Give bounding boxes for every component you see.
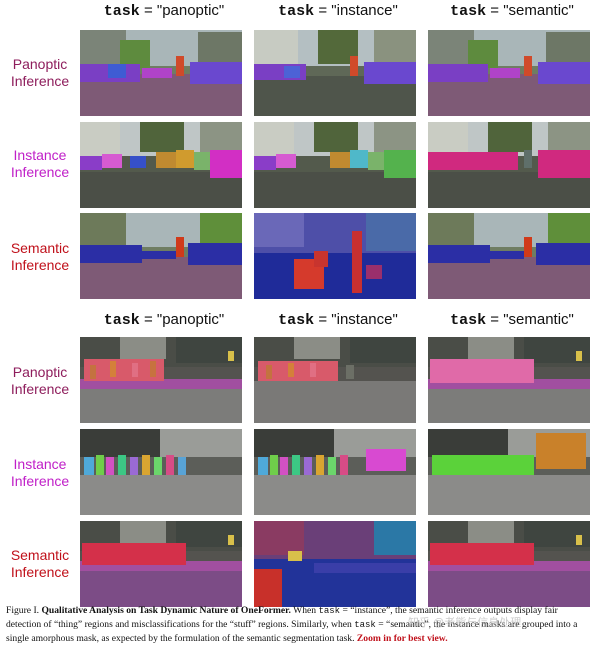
row-label-semantic-bottom: Semantic Inference	[0, 547, 80, 581]
row-label-semantic-top: Semantic Inference	[0, 240, 80, 274]
thumbnail-instance-task-instance-inference-1	[254, 122, 416, 208]
row-label-line-2: Inference	[10, 73, 70, 89]
row-label-line-1: Instance	[13, 456, 67, 472]
task-keyword: task	[450, 312, 487, 329]
thumbnail-panoptic-task-semantic-inference-2	[80, 521, 242, 607]
thumbnail-semantic-task-semantic-inference-1	[428, 213, 590, 299]
row-label-panoptic-bottom: Panoptic Inference	[0, 364, 80, 398]
task-keyword: task	[103, 312, 140, 329]
thumbnail-instance-task-semantic-inference-2	[254, 521, 416, 607]
task-value: = "instance"	[318, 2, 398, 19]
caption-text: = “instance”, the semantic inference out…	[6, 605, 558, 630]
row-label-line-1: Semantic	[10, 547, 70, 563]
thumbnail-panoptic-task-panoptic-inference-1	[80, 30, 242, 116]
row-label-line-2: Inference	[10, 257, 70, 273]
row-label-instance-bottom: Instance Inference	[0, 456, 80, 490]
thumbnail-panoptic-task-semantic-inference-1	[80, 213, 242, 299]
row-label-instance-top: Instance Inference	[0, 147, 80, 181]
caption-text: When	[293, 605, 317, 616]
column-header-instance-top: task = "instance"	[253, 2, 423, 20]
task-value: = "semantic"	[490, 2, 574, 19]
column-header-instance-bottom: task = "instance"	[253, 311, 423, 329]
row-label-line-2: Inference	[10, 473, 70, 489]
task-value: = "panoptic"	[143, 311, 225, 328]
row-label-line-2: Inference	[10, 381, 70, 397]
row-label-line-2: Inference	[10, 564, 70, 580]
row-label-line-1: Instance	[13, 147, 67, 163]
watermark: 知乎 @老熊与信息处理	[408, 617, 522, 629]
row-label-line-1: Semantic	[10, 240, 70, 256]
caption-code: task	[354, 620, 376, 630]
thumbnail-instance-task-panoptic-inference-1	[254, 30, 416, 116]
task-value: = "panoptic"	[143, 2, 225, 19]
task-keyword: task	[278, 312, 315, 329]
thumbnail-panoptic-task-panoptic-inference-2	[80, 337, 242, 423]
row-label-line-1: Panoptic	[12, 364, 68, 380]
column-header-semantic-bottom: task = "semantic"	[427, 311, 597, 329]
column-header-panoptic-bottom: task = "panoptic"	[79, 311, 249, 329]
figure-label: Figure I.	[6, 605, 40, 616]
thumbnail-panoptic-task-instance-inference-1	[80, 122, 242, 208]
caption-text: = “semantic”, the instance masks are gro…	[6, 619, 578, 644]
figure-title: Qualitative Analysis on Task Dynamic Nat…	[41, 605, 291, 616]
task-keyword: task	[278, 3, 315, 20]
thumbnail-semantic-task-panoptic-inference-1	[428, 30, 590, 116]
thumbnail-semantic-task-instance-inference-2	[428, 429, 590, 515]
thumbnail-instance-task-semantic-inference-1	[254, 213, 416, 299]
thumbnail-instance-task-instance-inference-2	[254, 429, 416, 515]
task-value: = "semantic"	[490, 311, 574, 328]
row-label-line-2: Inference	[10, 164, 70, 180]
thumbnail-instance-task-panoptic-inference-2	[254, 337, 416, 423]
column-header-semantic-top: task = "semantic"	[427, 2, 597, 20]
thumbnail-semantic-task-instance-inference-1	[428, 122, 590, 208]
figure-caption: Figure I. Qualitative Analysis on Task D…	[6, 604, 594, 645]
caption-code: task	[318, 606, 341, 616]
task-keyword: task	[450, 3, 487, 20]
zoom-note: Zoom in for best view.	[356, 633, 448, 644]
thumbnail-semantic-task-semantic-inference-2	[428, 521, 590, 607]
task-value: = "instance"	[318, 311, 398, 328]
row-label-panoptic-top: Panoptic Inference	[0, 56, 80, 90]
task-keyword: task	[103, 3, 140, 20]
thumbnail-panoptic-task-instance-inference-2	[80, 429, 242, 515]
column-header-panoptic-top: task = "panoptic"	[79, 2, 249, 20]
thumbnail-semantic-task-panoptic-inference-2	[428, 337, 590, 423]
row-label-line-1: Panoptic	[12, 56, 68, 72]
